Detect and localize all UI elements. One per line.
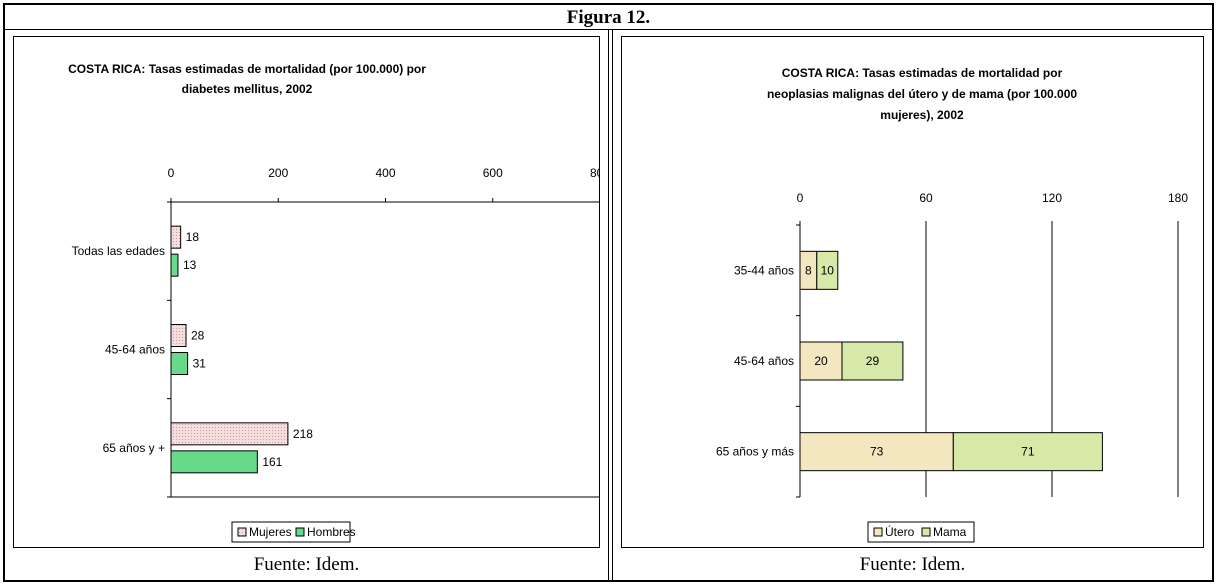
data-label: 28 [191,329,205,343]
figure-title: Figura 12. [5,5,1212,30]
chart-title-line: COSTA RICA: Tasas estimadas de mortalida… [68,62,426,76]
legend-swatch [921,527,931,537]
figure-frame: Figura 12. COSTA RICA: Tasas estimadas d… [3,3,1214,582]
legend-label: Útero [885,524,915,539]
data-label: 29 [866,354,880,368]
chart-title-line: neoplasias malignas del útero y de mama … [767,87,1077,101]
x-tick-label: 60 [919,191,933,205]
data-label: 8 [805,263,812,277]
legend-swatch [295,527,305,537]
legend-swatch [873,527,883,537]
neoplasias-chart: COSTA RICA: Tasas estimadas de mortalida… [716,66,1188,543]
category-label: 45-64 años [734,354,794,368]
x-tick-label: 200 [268,166,288,180]
x-tick-label: 120 [1042,191,1062,205]
bar-hombres [170,253,179,277]
x-tick-label: 800 [590,166,600,180]
legend-label: Mujeres [249,525,292,539]
legend-label: Mama [933,525,967,539]
legend: Útero Mama [867,521,975,543]
data-label: 73 [870,445,884,459]
bar-hombres [170,352,189,375]
legend: Mujeres Hombres [231,521,356,543]
bar-mujeres [170,422,289,446]
neoplasias-chart-area: COSTA RICA: Tasas estimadas de mortalida… [621,36,1204,548]
data-label: 20 [814,354,828,368]
category-label: Todas las edades [72,244,165,258]
data-label: 71 [1021,445,1035,459]
data-label: 31 [193,357,207,371]
bar-mujeres [170,324,187,347]
bar-segment-utero [799,432,954,472]
diabetes-chart-area: COSTA RICA: Tasas estimadas de mortalida… [13,36,600,548]
x-tick-label: 400 [375,166,395,180]
data-label: 13 [183,258,197,272]
bar-segment-mama [841,341,904,381]
data-label: 218 [293,427,313,441]
bar-segment-mama [952,432,1103,472]
x-tick-label: 0 [797,191,804,205]
chart-title-line: COSTA RICA: Tasas estimadas de mortalida… [782,66,1063,80]
data-label: 161 [262,455,282,469]
bar-mujeres [170,225,182,249]
left-panel: COSTA RICA: Tasas estimadas de mortalida… [5,30,609,580]
right-panel: COSTA RICA: Tasas estimadas de mortalida… [612,30,1212,580]
bar-segment-mama [816,250,839,290]
diabetes-chart: COSTA RICA: Tasas estimadas de mortalida… [68,62,600,543]
bar-hombres [170,450,258,474]
legend-swatch [237,527,247,537]
right-source: Fuente: Idem. [859,554,966,575]
data-label: 18 [186,230,200,244]
x-tick-label: 0 [168,166,175,180]
category-label: 65 años y más [716,445,794,459]
left-source: Fuente: Idem. [253,554,360,575]
legend-label: Hombres [307,525,356,539]
category-label: 35-44 años [734,263,794,277]
legend-box [867,521,975,543]
category-label: 45-64 años [105,343,165,357]
category-label: 65 años y + [103,441,165,455]
chart-title-line: diabetes mellitus, 2002 [182,82,313,96]
data-label: 10 [821,263,835,277]
legend-box [231,521,351,543]
chart-title-line: mujeres), 2002 [880,108,964,122]
x-tick-label: 180 [1168,191,1188,205]
x-tick-label: 600 [483,166,503,180]
